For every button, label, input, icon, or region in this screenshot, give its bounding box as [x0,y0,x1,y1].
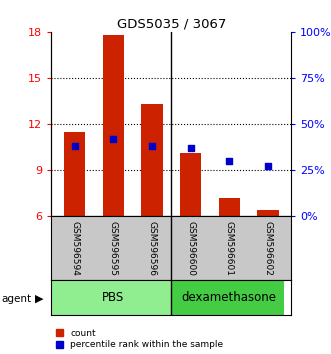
Bar [180,153,201,216]
Text: GSM596594: GSM596594 [70,221,79,276]
Bar [103,35,124,216]
Point [188,145,193,151]
Bar [51,280,171,315]
Text: GSM596600: GSM596600 [186,221,195,276]
Bar [141,104,163,216]
Point [72,143,77,149]
Bar [219,198,240,216]
Text: agent: agent [2,294,32,304]
Text: GSM596596: GSM596596 [147,221,157,276]
Text: dexamethasone: dexamethasone [182,291,277,304]
Text: GSM596601: GSM596601 [225,221,234,276]
Text: GSM596595: GSM596595 [109,221,118,276]
Text: ▶: ▶ [35,294,43,304]
Bar [258,210,279,216]
Point [265,164,271,169]
Point [149,143,155,149]
Point [111,136,116,142]
Text: GSM596602: GSM596602 [263,221,272,276]
Text: PBS: PBS [102,291,124,304]
Legend: count, percentile rank within the sample: count, percentile rank within the sample [56,329,223,349]
Bar [171,280,284,315]
Point [227,158,232,164]
Title: GDS5035 / 3067: GDS5035 / 3067 [117,18,226,31]
Bar [64,132,85,216]
